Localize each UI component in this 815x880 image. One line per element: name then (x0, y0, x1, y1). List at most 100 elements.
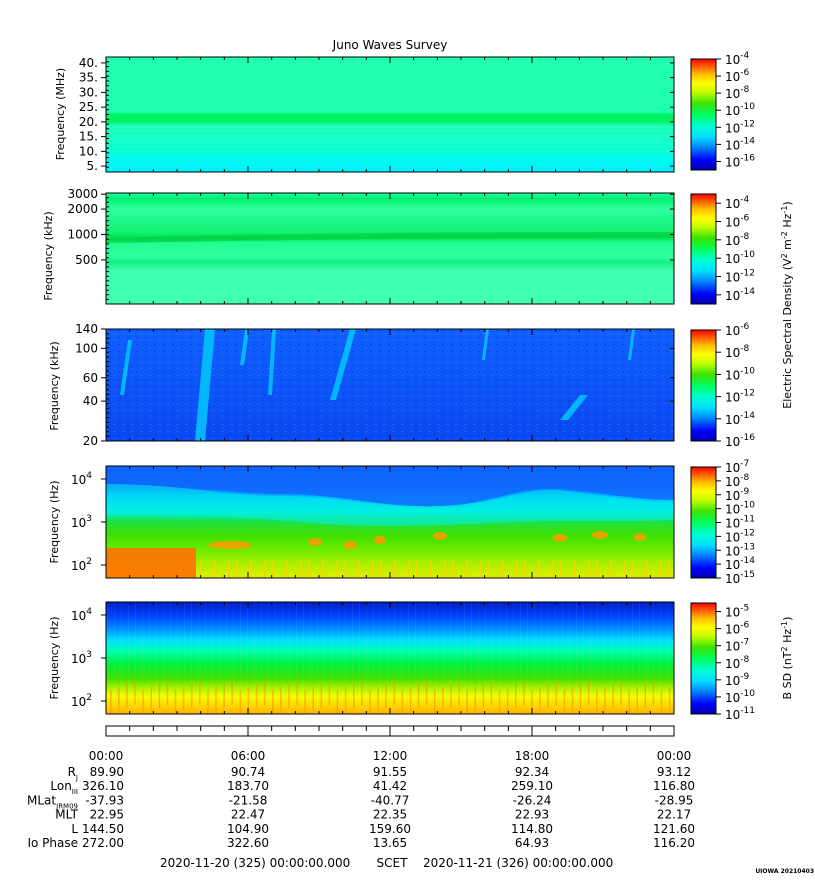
emission-blob (634, 533, 646, 541)
spike (304, 690, 306, 714)
burst-streak (330, 329, 356, 400)
spike (191, 684, 193, 708)
emission-spike (488, 560, 490, 578)
colorbar-label-magnetic: B SD (nT2 Hz-1) (780, 617, 794, 700)
spike (579, 684, 582, 708)
cbar-tick-label: 10-5 (725, 604, 749, 620)
ytick-label: 104 (71, 607, 92, 623)
spike (409, 687, 412, 711)
panel-1-yaxis: 40.35.30.25.20.15.10.5. (79, 56, 674, 173)
emission-spike (538, 560, 540, 578)
emission-spike (228, 560, 230, 578)
ephem-value: -40.77 (371, 793, 410, 807)
panel-5: 104 103 102 Frequency (Hz) (48, 601, 675, 715)
ephem-value: 90.74 (231, 765, 265, 779)
spike (231, 681, 233, 705)
burst-streak (482, 329, 489, 360)
time-label: 06:00 (231, 749, 266, 763)
spike (660, 690, 663, 714)
emission-spike (552, 560, 554, 578)
spike (239, 690, 242, 714)
cbar-tick-label: 10-10 (725, 250, 755, 266)
panel-4-cyan-envelope (106, 466, 674, 507)
spike (247, 687, 250, 711)
ephem-value: 322.60 (227, 836, 269, 850)
ephem-value: 114.80 (511, 822, 553, 836)
panel-2-spectrogram (106, 193, 674, 304)
panel-1: 40.35.30.25.20.15.10.5. Frequency (MHz) (54, 56, 675, 173)
spike (547, 684, 549, 708)
ytick-label: 30. (79, 85, 98, 99)
ephem-value: 91.55 (373, 765, 407, 779)
spike (644, 684, 647, 708)
ephemeris-table: RJ 89.90 90.74 91.55 92.34 93.12 LonIII 326.10 1… (27, 765, 695, 850)
cbar-tick-label: 10-7 (725, 459, 749, 475)
panel-4-ylabel: Frequency (Hz) (48, 481, 61, 564)
time-label: 12:00 (373, 749, 408, 763)
panel-1-ylabel: Frequency (MHz) (54, 68, 67, 160)
ephem-value: 93.12 (657, 765, 691, 779)
spike (207, 690, 209, 714)
emission-spike (308, 560, 310, 578)
spike (328, 681, 331, 705)
spike (215, 687, 217, 711)
spike (150, 687, 152, 711)
spike (174, 690, 177, 714)
spike (288, 684, 290, 708)
spike (369, 690, 371, 714)
panel-4-cyan-band (106, 484, 674, 527)
spike (442, 687, 444, 711)
spike (158, 684, 161, 708)
emission-spike (416, 560, 418, 578)
ytick-label: 1000 (67, 227, 98, 241)
ytick-label: 15. (79, 130, 98, 144)
cbar-tick-label: 10-12 (725, 119, 755, 135)
emission-spike (300, 560, 302, 578)
figure-title: Juno Waves Survey (332, 38, 448, 52)
ytick-label: 140 (75, 322, 98, 336)
cbar-tick-label: 10-6 (725, 214, 750, 230)
cbar-tick-label: 10-12 (725, 389, 755, 405)
cbar-tick-label: 10-6 (725, 621, 750, 637)
ephem-value: 22.95 (90, 808, 124, 822)
ephem-value: 144.50 (82, 822, 124, 836)
ephem-value: -28.95 (655, 793, 694, 807)
spike (344, 687, 347, 711)
ephem-value: 121.60 (653, 822, 695, 836)
ephem-value: 22.47 (231, 808, 265, 822)
panel-1-texture (106, 57, 674, 172)
spike (272, 690, 274, 714)
spike (199, 681, 201, 705)
panel-5-spikes (110, 681, 671, 714)
ephem-row-label: Io Phase (27, 836, 78, 850)
ephem-value: 64.93 (515, 836, 549, 850)
ytick-label: 40 (83, 394, 98, 408)
panel-4-yaxis: 104 103 102 (71, 471, 106, 573)
spike (555, 681, 557, 705)
emission-spike (250, 560, 252, 578)
spike (142, 690, 144, 714)
emission-blob (208, 541, 252, 549)
ytick-label: 25. (79, 100, 98, 114)
ephem-value: 22.17 (657, 808, 691, 822)
ytick-label: 35. (79, 71, 98, 85)
spike (636, 687, 638, 711)
emission-spike (214, 560, 216, 578)
spike (401, 690, 404, 714)
cbar-tick-label: 10-15 (725, 570, 755, 586)
cbar-tick-label: 10-10 (725, 689, 755, 705)
cbar-tick-label: 10-12 (725, 528, 755, 544)
panel-2-1mhz-band (106, 232, 674, 243)
panel-3-texture (106, 329, 674, 441)
emission-spike (632, 560, 634, 578)
emission-spike (322, 560, 324, 578)
emission-spike (380, 560, 382, 578)
emission-spike (444, 560, 446, 578)
spike (596, 690, 598, 714)
cbar-tick-label: 10-4 (725, 195, 750, 211)
ephem-value: 22.35 (373, 808, 407, 822)
ytick-label: 10. (79, 144, 98, 158)
emission-spike (588, 560, 590, 578)
